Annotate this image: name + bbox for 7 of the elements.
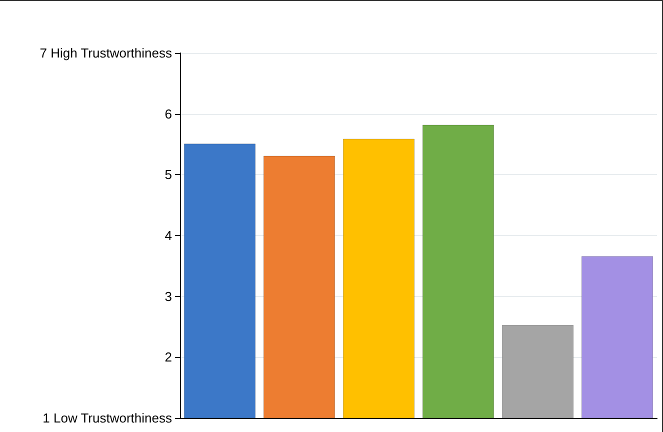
y-tick-label: 5 <box>164 167 172 182</box>
y-tick-label: 2 <box>164 350 172 365</box>
y-tick-label: 6 <box>164 106 172 122</box>
y-tick-label: 1 Low Trustworthiness <box>42 410 172 426</box>
y-tick-label: 7 High Trustworthiness <box>40 46 172 60</box>
y-tick-label: 4 <box>164 228 172 243</box>
y-tick-label: 3 <box>164 288 172 304</box>
